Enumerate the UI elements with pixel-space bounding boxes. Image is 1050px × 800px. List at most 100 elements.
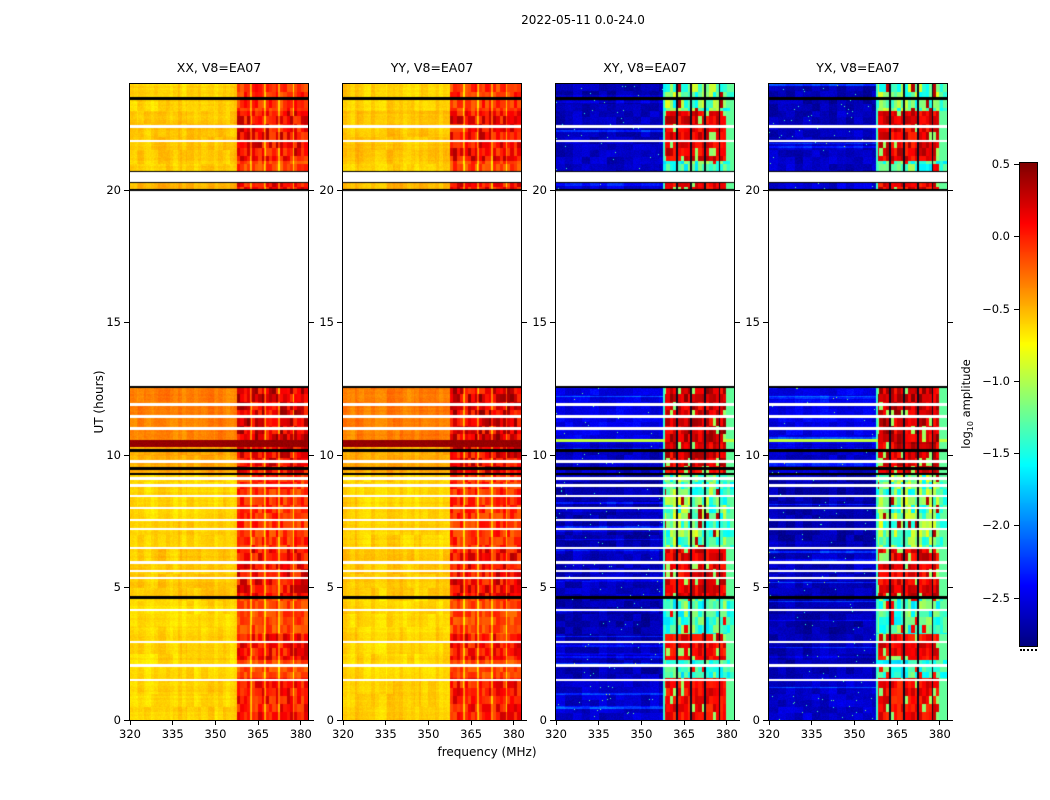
y-tick-label: 10 <box>319 447 334 462</box>
y-tick-mark-right <box>735 719 740 721</box>
x-tick-label: 335 <box>800 727 823 741</box>
panel-YX-heatmap <box>769 84 947 720</box>
panel-YY: YY, V8=EA07 320 335 350 365 380 0 5 10 15 20 <box>319 60 527 741</box>
colorbar-label: log10 amplitude <box>959 359 975 449</box>
y-tick-label: 15 <box>532 315 547 329</box>
colorbar-tick-mark <box>1014 236 1019 238</box>
x-tick-mark <box>555 721 557 725</box>
y-tick-mark-right <box>522 719 527 721</box>
x-tick-mark <box>726 721 728 725</box>
panel-YX: YX, V8=EA07 320 335 350 365 380 0 5 10 15 20 <box>745 60 953 741</box>
x-tick-label: 335 <box>587 727 610 741</box>
x-axis-label: frequency (MHz) <box>437 745 537 759</box>
y-tick-mark <box>124 322 129 323</box>
x-tick-mark <box>129 721 131 725</box>
y-tick-mark <box>763 322 768 323</box>
y-tick-label: 0 <box>752 712 760 727</box>
y-tick-mark <box>550 587 555 588</box>
colorbar-tick-label: −1.5 <box>982 446 1010 461</box>
y-tick-mark-right <box>735 322 740 323</box>
y-tick-label: 20 <box>532 182 547 197</box>
y-tick-mark <box>124 454 129 456</box>
x-tick-mark <box>811 721 813 725</box>
x-tick-mark <box>939 721 941 725</box>
y-tick-mark <box>550 454 555 456</box>
x-tick-label: 365 <box>247 727 270 741</box>
x-tick-label: 350 <box>843 727 866 741</box>
x-tick-mark <box>342 721 344 725</box>
x-tick-label: 380 <box>289 727 312 741</box>
colorbar-tick-mark <box>1014 525 1019 527</box>
x-tick-label: 380 <box>715 727 738 741</box>
x-tick-mark <box>598 721 600 725</box>
y-tick-mark <box>124 719 129 721</box>
y-tick-mark <box>337 322 342 323</box>
colorbar-label-suffix: amplitude <box>958 359 973 422</box>
y-tick-label: 10 <box>532 447 547 462</box>
y-tick-label: 5 <box>113 580 121 594</box>
y-tick-mark <box>763 587 768 588</box>
colorbar-label-sub: 10 <box>966 421 976 432</box>
panel-YY-title: YY, V8=EA07 <box>390 60 474 75</box>
x-tick-label: 335 <box>161 727 184 741</box>
y-tick-mark <box>124 587 129 588</box>
y-tick-mark-right <box>735 189 740 191</box>
panel-XY: XY, V8=EA07 320 335 350 365 380 0 5 10 15 20 <box>532 60 740 741</box>
y-tick-mark <box>550 719 555 721</box>
y-tick-label: 0 <box>326 712 334 727</box>
y-tick-mark-right <box>522 322 527 323</box>
y-tick-mark <box>337 189 342 191</box>
x-tick-mark <box>683 721 685 725</box>
y-tick-label: 5 <box>752 580 760 594</box>
y-tick-mark <box>337 454 342 456</box>
colorbar-label-prefix: log <box>958 431 973 449</box>
y-tick-label: 0 <box>113 712 121 727</box>
colorbar: 0.5 0.0 −0.5 −1.0 −1.5 −2.0 −2.5 <box>982 157 1038 651</box>
y-tick-label: 10 <box>745 447 760 462</box>
x-tick-label: 365 <box>673 727 696 741</box>
colorbar-tick-mark <box>1014 597 1019 599</box>
x-tick-mark <box>470 721 472 725</box>
colorbar-tick-label: −2.5 <box>982 590 1010 605</box>
x-tick-label: 320 <box>119 727 141 741</box>
y-tick-label: 20 <box>106 182 121 197</box>
x-tick-label: 350 <box>630 727 653 741</box>
panel-XX-title: XX, V8=EA07 <box>176 60 262 75</box>
y-tick-label: 15 <box>319 315 334 329</box>
y-tick-mark-right <box>735 587 740 588</box>
x-tick-label: 320 <box>758 727 780 741</box>
colorbar-tick-label: −0.5 <box>982 301 1010 316</box>
y-tick-label: 15 <box>106 315 121 329</box>
y-tick-mark-right <box>522 189 527 191</box>
colorbar-gradient <box>1020 163 1037 646</box>
panel-YX-title: YX, V8=EA07 <box>816 60 900 75</box>
colorbar-tick-label: 0.0 <box>991 229 1010 244</box>
x-tick-label: 350 <box>417 727 440 741</box>
x-tick-label: 380 <box>928 727 951 741</box>
panel-XY-heatmap <box>556 84 734 720</box>
x-tick-label: 365 <box>460 727 483 741</box>
x-tick-mark <box>300 721 302 725</box>
y-tick-mark-right <box>948 719 953 721</box>
y-axis-label: UT (hours) <box>92 370 106 434</box>
y-tick-label: 20 <box>745 182 760 197</box>
x-tick-label: 320 <box>545 727 567 741</box>
x-tick-label: 380 <box>502 727 525 741</box>
x-tick-mark <box>385 721 387 725</box>
y-tick-mark-right <box>309 189 314 191</box>
y-tick-mark-right <box>735 454 740 456</box>
x-tick-mark <box>853 721 855 725</box>
y-tick-label: 5 <box>326 580 334 594</box>
y-tick-mark <box>763 719 768 721</box>
y-tick-mark-right <box>522 587 527 588</box>
panel-XX-heatmap <box>130 84 308 720</box>
y-tick-label: 10 <box>106 447 121 462</box>
x-tick-mark <box>427 721 429 725</box>
x-tick-label: 320 <box>332 727 354 741</box>
colorbar-tick-mark <box>1014 453 1019 455</box>
y-tick-mark <box>763 189 768 191</box>
x-tick-mark <box>172 721 174 725</box>
x-tick-mark <box>513 721 515 725</box>
y-tick-label: 0 <box>539 712 547 727</box>
